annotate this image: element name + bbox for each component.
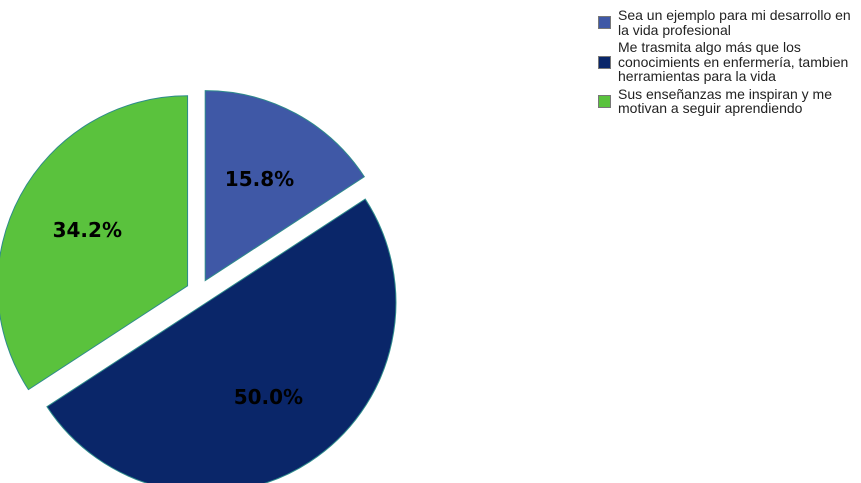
legend-swatch-1: [598, 16, 611, 29]
legend-swatch-2: [598, 55, 611, 69]
legend-item-2: Me trasmita algo más que los conocimient…: [598, 40, 860, 84]
chart-legend: Sea un ejemplo para mi desarrollo en la …: [598, 8, 860, 119]
slice-label-1: 15.8%: [225, 167, 294, 191]
legend-label-3: Sus enseñanzas me inspiran y me motivan …: [618, 85, 832, 116]
pie-slice-1: [204, 90, 366, 282]
slice-label-3: 34.2%: [53, 218, 122, 242]
legend-label-1: Sea un ejemplo para mi desarrollo en la …: [618, 7, 851, 38]
legend-swatch-3: [598, 94, 611, 108]
legend-item-1: Sea un ejemplo para mi desarrollo en la …: [598, 8, 860, 37]
slice-label-2: 50.0%: [234, 385, 303, 409]
pie-slice-3: [0, 95, 189, 391]
legend-item-3: Sus enseñanzas me inspiran y me motivan …: [598, 85, 860, 116]
legend-label-2: Me trasmita algo más que los conocimient…: [618, 39, 849, 84]
pie-slice-2: [46, 198, 397, 483]
